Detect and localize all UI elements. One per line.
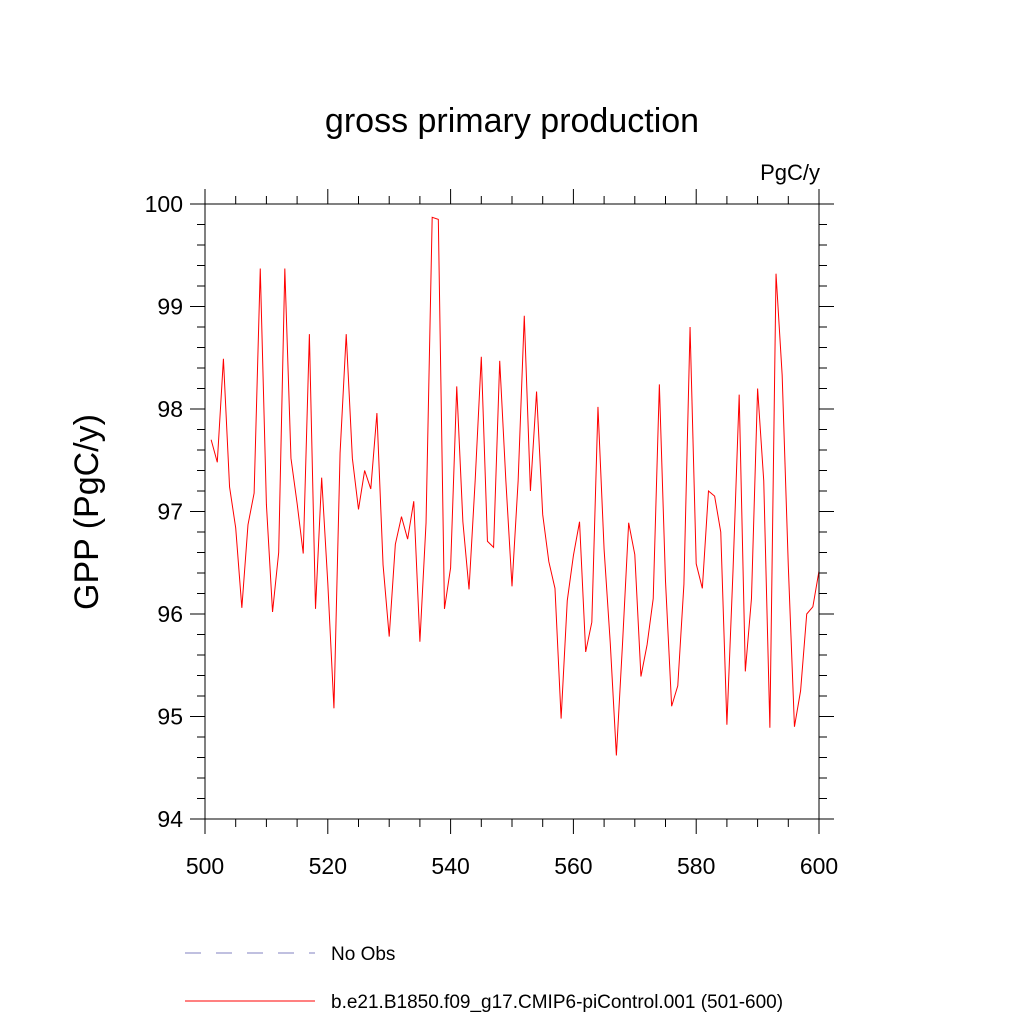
legend-label-model: b.e21.B1850.f09_g17.CMIP6-piControl.001 … (331, 992, 783, 1013)
y-tick-label: 99 (157, 294, 183, 320)
y-axis-label: GPP (PgC/y) (68, 414, 106, 610)
legend: No Obs b.e21.B1850.f09_g17.CMIP6-piContr… (185, 944, 783, 1013)
units-label: PgC/y (760, 160, 820, 185)
y-tick-labels: 94 95 96 97 98 99 100 (145, 191, 184, 832)
y-tick-label: 98 (157, 396, 183, 422)
y-tick-label: 95 (157, 704, 183, 730)
x-tick-labels: 500 520 540 560 580 600 (186, 853, 838, 879)
x-tick-label: 580 (677, 853, 715, 879)
series-line-0 (210, 216, 820, 756)
x-tick-label: 600 (800, 853, 838, 879)
x-tick-label: 500 (186, 853, 224, 879)
legend-label-no-obs: No Obs (331, 944, 395, 965)
y-tick-label: 94 (157, 806, 183, 832)
y-tick-label: 96 (157, 601, 183, 627)
y-tick-label: 100 (145, 191, 183, 217)
chart-title: gross primary production (325, 102, 699, 140)
y-tick-label: 97 (157, 499, 183, 525)
plot-frame (204, 203, 820, 820)
x-tick-label: 520 (309, 853, 347, 879)
x-tick-label: 560 (554, 853, 592, 879)
tick-marks (190, 189, 834, 834)
plot-series (210, 216, 820, 756)
x-tick-label: 540 (431, 853, 469, 879)
